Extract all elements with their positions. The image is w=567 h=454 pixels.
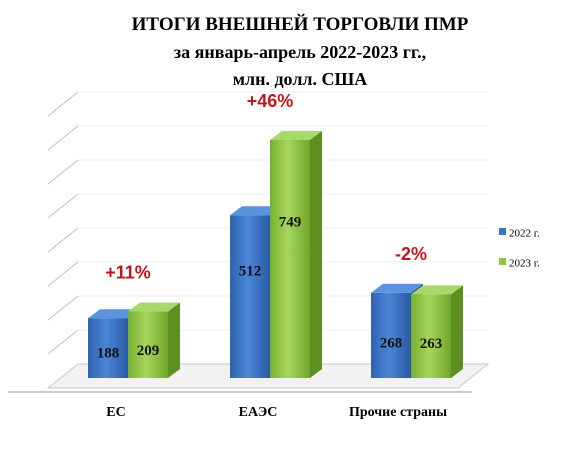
bar-top-1-2	[411, 285, 463, 295]
value-label-1-2: 263	[420, 336, 443, 352]
gridline-side	[47, 159, 79, 185]
bar-1-1	[270, 139, 310, 378]
bar-0-0	[88, 318, 128, 378]
bar-side-1-1	[310, 130, 322, 378]
gridline-side	[47, 125, 79, 151]
bar-top-1-0	[128, 302, 180, 312]
gridline-side	[47, 227, 79, 253]
value-label-0-0: 188	[97, 346, 120, 362]
category-label-2: Прочие страны	[349, 405, 447, 420]
bar-top-0-0	[88, 309, 140, 319]
gridline-side	[47, 193, 79, 219]
bar-side-1-0	[168, 302, 180, 378]
bar-1-0	[128, 311, 168, 378]
legend: 2022 г. 2023 г.	[499, 228, 540, 270]
legend-swatch-0	[499, 228, 506, 235]
bar-top-0-2	[371, 283, 423, 293]
bar-top-0-1	[230, 206, 282, 216]
annotation-1: +46%	[247, 91, 294, 111]
category-label-1: ЕАЭС	[239, 405, 278, 420]
annotations: +11% +46% -2%	[105, 91, 427, 283]
gridline-side	[47, 329, 79, 355]
bar-top-1-1	[270, 130, 322, 140]
title-line-2: за январь-апрель 2022-2023 гг.,	[174, 42, 426, 62]
chart-title: ИТОГИ ВНЕШНЕЙ ТОРГОВЛИ ПМР за январь-апр…	[132, 13, 469, 89]
value-label-0-2: 268	[380, 335, 403, 351]
bar-0-1	[230, 215, 270, 378]
value-label-1-1: 749	[279, 215, 302, 231]
gridline-side	[47, 295, 79, 321]
bar-1-2	[411, 294, 451, 378]
gridline-side	[47, 261, 79, 287]
bar-side-1-2	[451, 285, 463, 378]
title-line-1: ИТОГИ ВНЕШНЕЙ ТОРГОВЛИ ПМР	[132, 13, 469, 35]
category-labels: ЕС ЕАЭС Прочие страны	[106, 405, 447, 420]
category-label-0: ЕС	[106, 405, 125, 420]
legend-label-1: 2023 г.	[509, 258, 540, 270]
bars	[88, 130, 463, 378]
bar-0-2	[371, 292, 411, 378]
title-line-3: млн. долл. США	[233, 69, 368, 89]
legend-swatch-1	[499, 258, 506, 265]
value-labels: 188 209 512 749 268 263	[97, 215, 443, 362]
annotation-0: +11%	[105, 263, 151, 283]
annotation-2: -2%	[395, 244, 427, 264]
value-label-1-0: 209	[137, 343, 160, 359]
value-label-0-1: 512	[239, 264, 262, 280]
legend-label-0: 2022 г.	[509, 228, 540, 240]
gridline-side	[47, 91, 79, 117]
